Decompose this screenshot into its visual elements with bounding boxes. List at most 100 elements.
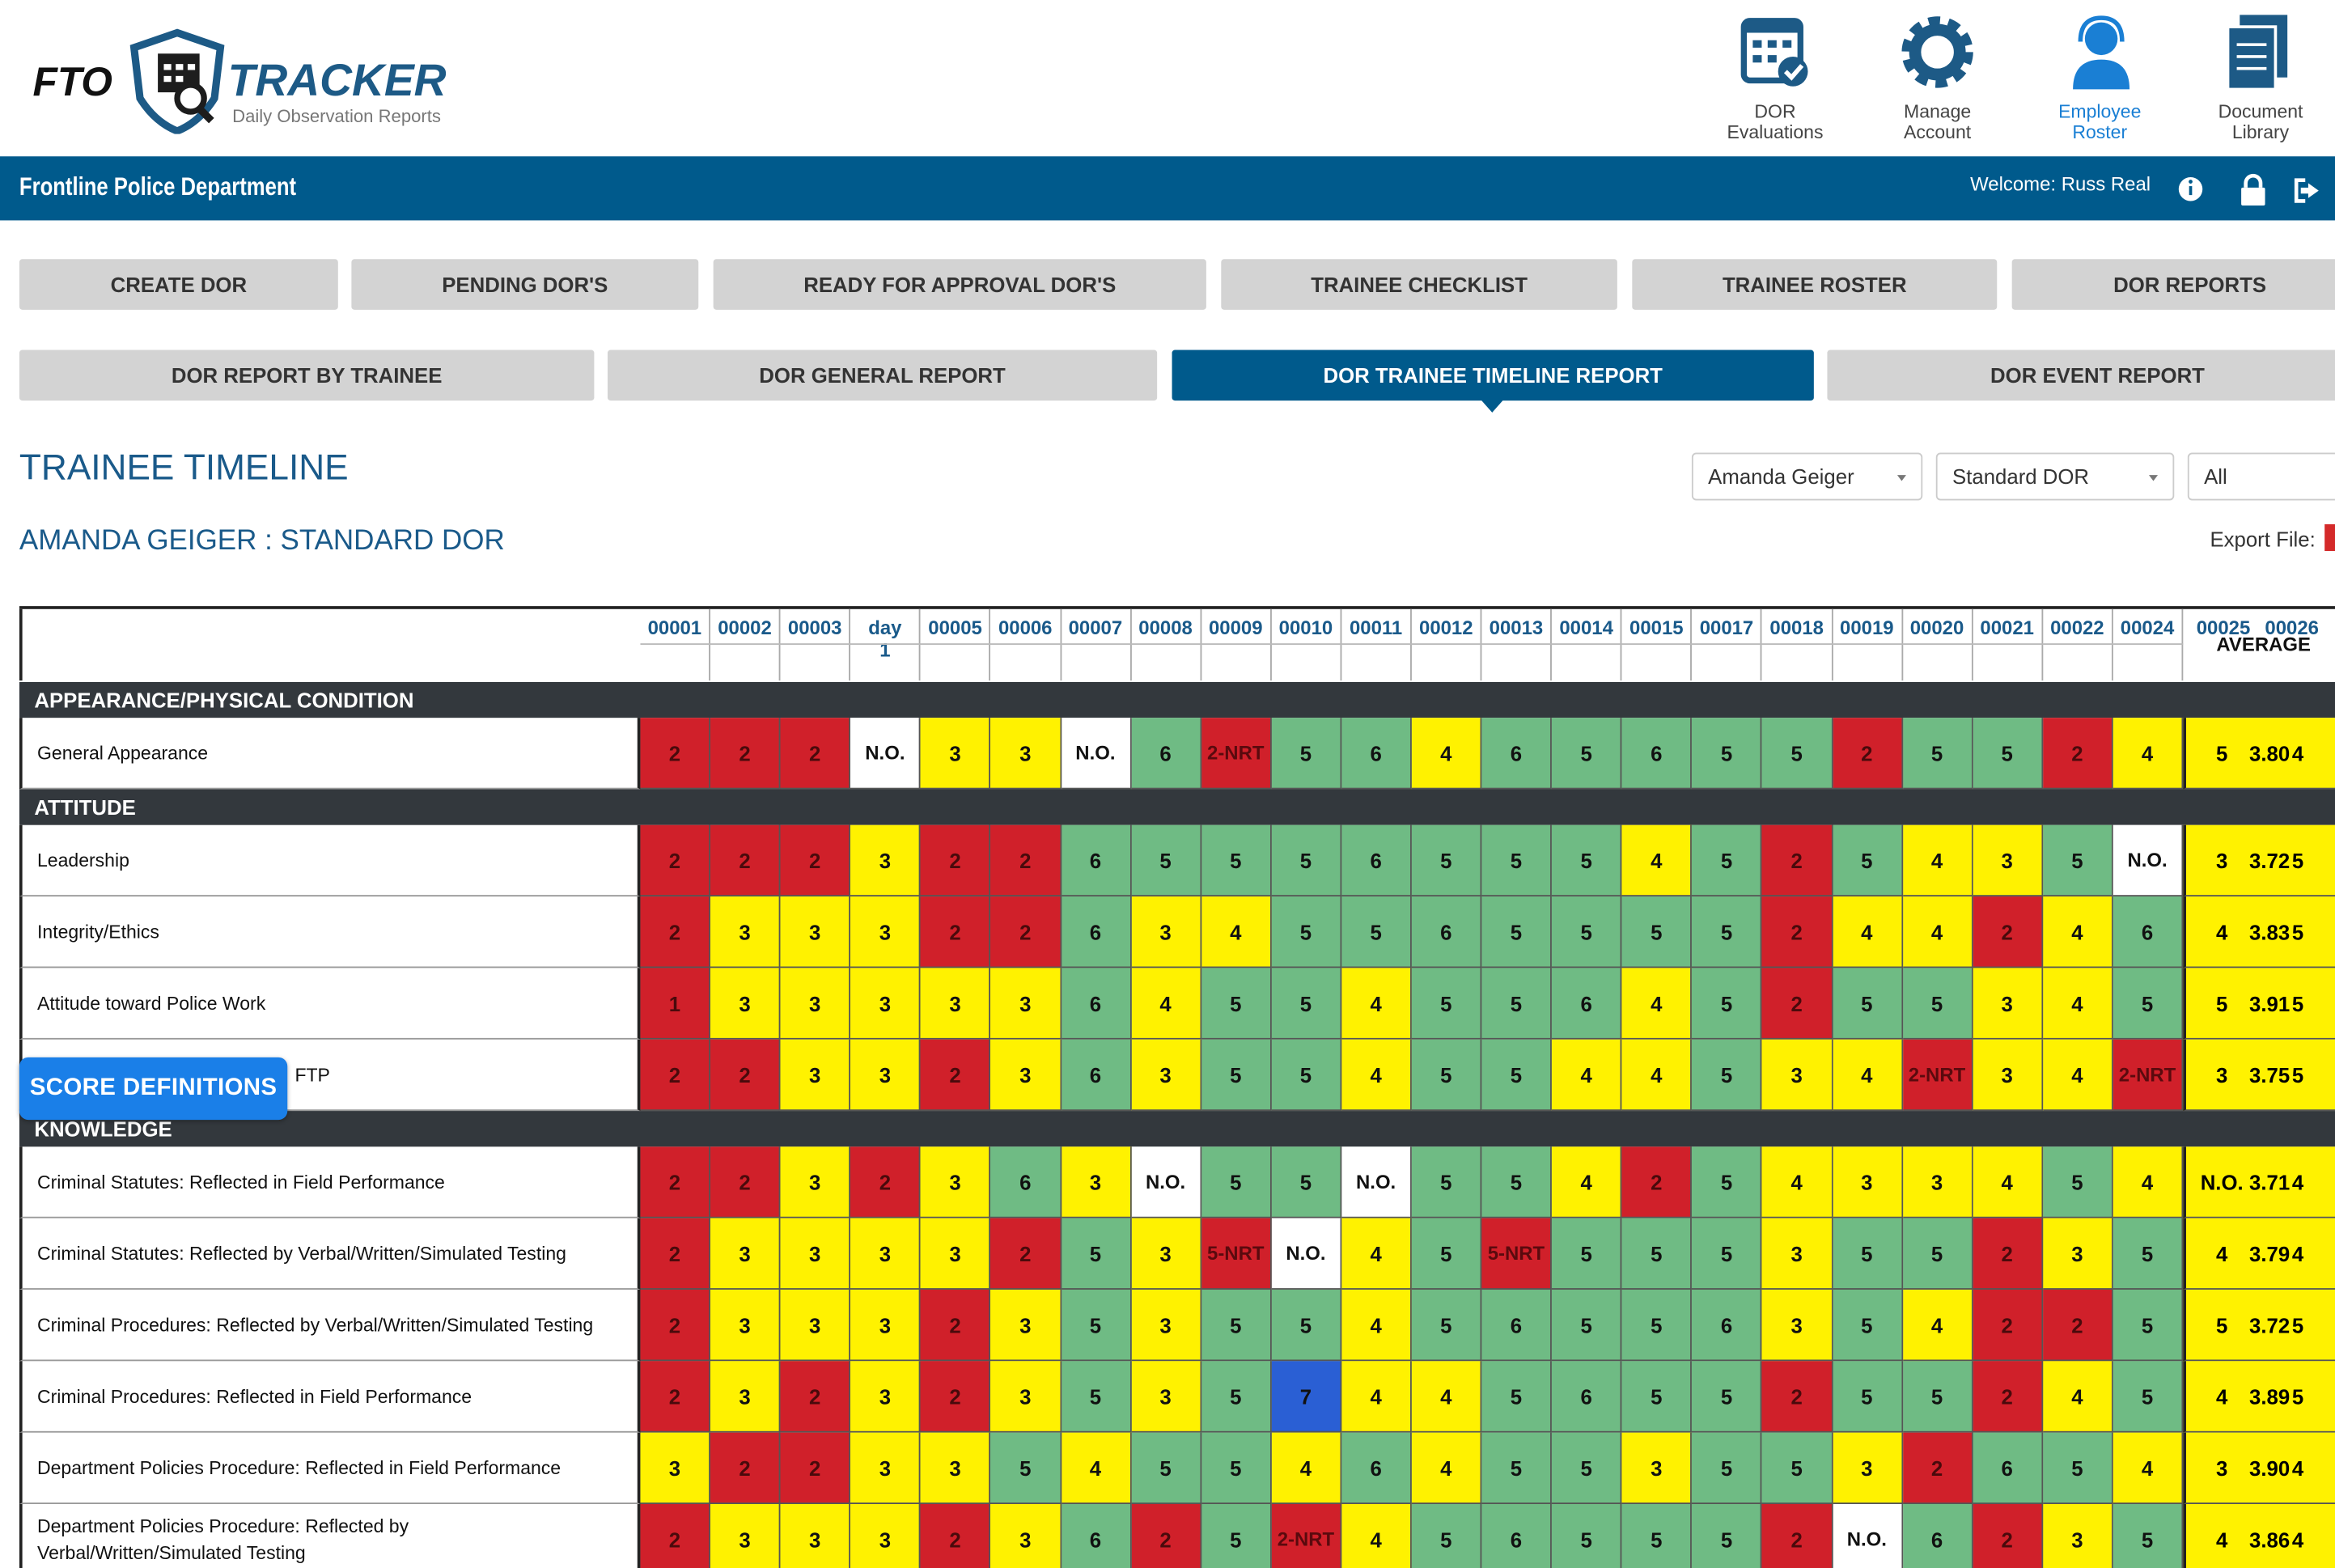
score-cell: 4 xyxy=(1832,896,1903,968)
header-subrow-line xyxy=(850,643,922,645)
nav-manage-account[interactable]: Manage Account xyxy=(1904,101,1972,143)
score-cell: 5 xyxy=(2042,824,2113,897)
average-value: 3.90 xyxy=(2248,1456,2291,1481)
score-definitions-button[interactable]: SCORE DEFINITIONS xyxy=(19,1057,288,1121)
tab[interactable]: DOR EVENT REPORT xyxy=(1827,350,2335,401)
report-subtitle: AMANDA GEIGER : STANDARD DOR xyxy=(19,525,505,557)
score-cell: 6 xyxy=(1692,1289,1763,1362)
score-cell: 4 xyxy=(2042,1361,2113,1433)
icon-library xyxy=(2226,15,2288,91)
score-cell: 5 xyxy=(1902,718,1973,790)
score-cell: 5 xyxy=(2113,1504,2184,1568)
trainee-select[interactable]: Amanda Geiger xyxy=(1691,452,1923,501)
score-cell: 2 xyxy=(990,824,1062,897)
column-header: 00011 xyxy=(1341,608,1412,681)
trailing-score: 4 xyxy=(2291,1242,2304,1266)
logo[interactable]: FTO TRACKER Daily Observation Reports xyxy=(30,27,462,134)
score-cell: 3 xyxy=(780,1146,851,1218)
tab[interactable]: TRAINEE ROSTER xyxy=(1632,259,1998,310)
score-cell: 2 xyxy=(1902,1432,1973,1505)
score-cell: 3 xyxy=(921,1432,991,1505)
score-cell: 4 xyxy=(2042,968,2113,1040)
tab[interactable]: DOR REPORTS xyxy=(2011,259,2335,310)
score-cell: 5 xyxy=(2113,968,2184,1040)
score-cell: 6 xyxy=(1061,1039,1132,1112)
score-cell: 5 xyxy=(1692,1432,1763,1505)
score-cell: 5 xyxy=(1131,824,1201,897)
score-cell: 3 xyxy=(1902,1146,1973,1218)
score-cell: 5 xyxy=(1271,824,1342,897)
column-header: 00025 xyxy=(2196,617,2251,639)
trailing-score: 5 xyxy=(2291,849,2304,873)
column-header: 00007 xyxy=(1061,608,1132,681)
score-cell: 4 xyxy=(1902,824,1973,897)
score-cell: 2 xyxy=(1131,1504,1201,1568)
score-cell: 2-NRT xyxy=(2113,1039,2184,1112)
score-cell: 5 xyxy=(2042,1432,2113,1505)
score-cell: N.O. xyxy=(1341,1146,1412,1218)
score-cell: 2 xyxy=(1762,824,1833,897)
period-select[interactable]: All xyxy=(2187,452,2335,501)
score-cell: 2 xyxy=(640,1039,711,1112)
score-cell: 6 xyxy=(1341,1432,1412,1505)
score-cell: 5 xyxy=(1621,896,1693,968)
trailing-score: 5 xyxy=(2291,920,2304,944)
nav-employee-roster[interactable]: Employee Roster xyxy=(2058,101,2142,143)
dor-type-select[interactable]: Standard DOR xyxy=(1935,452,2175,501)
score-cell: 2-NRT xyxy=(1271,1504,1342,1568)
tab[interactable]: CREATE DOR xyxy=(19,259,338,310)
row-label: Department Policies Procedure: Reflected… xyxy=(19,1432,641,1505)
column-header: 00006 xyxy=(991,608,1062,681)
average-value: 3.86 xyxy=(2248,1528,2291,1552)
bar-icons[interactable] xyxy=(2174,170,2335,209)
score-cell: 3 xyxy=(1131,1361,1201,1433)
trailing-score: 5 xyxy=(2215,1313,2228,1337)
score-cell: 2 xyxy=(1973,1289,2043,1362)
nav-dor-evaluations[interactable]: DOR Evaluations xyxy=(1727,101,1824,143)
score-cell: 2 xyxy=(780,824,851,897)
tab[interactable]: DOR GENERAL REPORT xyxy=(607,350,1158,401)
icon-evaluations xyxy=(1740,18,1808,87)
score-cell: 3 xyxy=(1621,1432,1693,1505)
score-cell: 4 xyxy=(2113,718,2184,790)
score-cell: 2 xyxy=(780,1432,851,1505)
score-cell: 4 xyxy=(1061,1432,1132,1505)
score-cell: 5 xyxy=(2042,1146,2113,1218)
score-cell: 5 xyxy=(1481,1361,1553,1433)
trailing-score: 5 xyxy=(2215,741,2228,766)
score-cell: 3 xyxy=(780,1218,851,1290)
average-cell-bg xyxy=(2183,1146,2335,1218)
score-cell: 5 xyxy=(1481,1432,1553,1505)
score-cell: 2 xyxy=(1762,896,1833,968)
trailing-score: 5 xyxy=(2291,1384,2304,1409)
trailing-score: 4 xyxy=(2291,1456,2304,1481)
score-cell: 6 xyxy=(1481,718,1553,790)
score-cell: 2 xyxy=(640,718,711,790)
score-cell: 2 xyxy=(640,1361,711,1433)
tab[interactable]: DOR TRAINEE TIMELINE REPORT xyxy=(1172,350,1814,401)
export-pdf-icon[interactable] xyxy=(2324,523,2335,552)
header-subrow-line xyxy=(921,643,991,645)
trailing-score: 4 xyxy=(2215,1528,2228,1552)
row-label: Criminal Statutes: Reflected by Verbal/W… xyxy=(19,1218,641,1290)
score-cell: 2 xyxy=(710,824,781,897)
average-cell-bg xyxy=(2183,1432,2335,1505)
tab[interactable]: DOR REPORT BY TRAINEE xyxy=(19,350,595,401)
score-cell: 3 xyxy=(710,1218,781,1290)
score-cell: 6 xyxy=(1481,1504,1553,1568)
score-cell: 3 xyxy=(780,968,851,1040)
tab[interactable]: TRAINEE CHECKLIST xyxy=(1221,259,1617,310)
score-cell: 2 xyxy=(921,1361,991,1433)
score-cell: 4 xyxy=(1341,968,1412,1040)
tab[interactable]: READY FOR APPROVAL DOR'S xyxy=(713,259,1206,310)
trailing-score: 3 xyxy=(2215,849,2228,873)
tab[interactable]: PENDING DOR'S xyxy=(351,259,699,310)
score-cell: 6 xyxy=(1552,1361,1622,1433)
score-cell: 4 xyxy=(1621,968,1693,1040)
header-subrow-line xyxy=(710,643,781,645)
score-cell: 3 xyxy=(2042,1218,2113,1290)
column-header: 00012 xyxy=(1412,608,1482,681)
nav-document-library[interactable]: Document Library xyxy=(2218,101,2303,143)
average-cell-bg xyxy=(2183,1361,2335,1433)
score-cell: 5 xyxy=(1411,1289,1482,1362)
